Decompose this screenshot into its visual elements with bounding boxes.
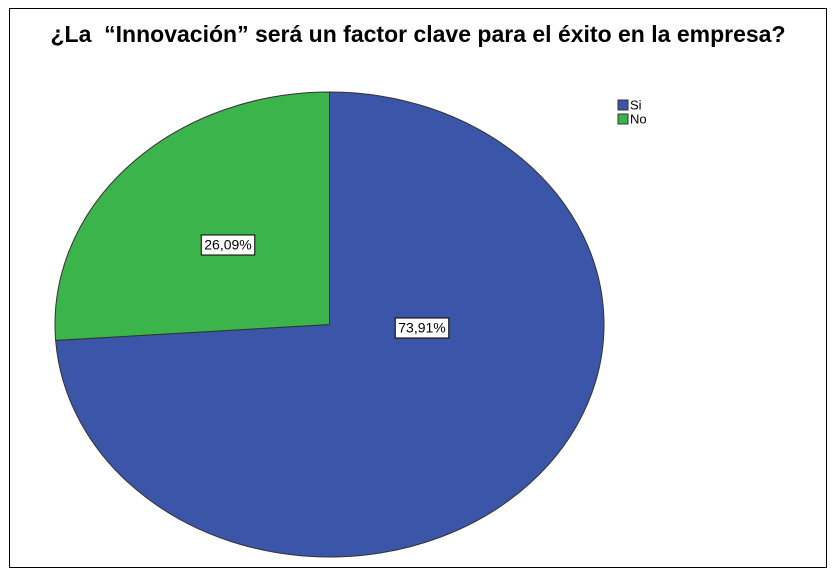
- chart-title: ¿La “Innovación” será un factor clave pa…: [50, 21, 786, 47]
- value-label-box: [394, 317, 450, 339]
- pie-slice: [54, 91, 330, 341]
- legend-label: No: [630, 111, 647, 126]
- value-label: 26,09%: [204, 237, 251, 253]
- legend-swatch: [617, 99, 629, 111]
- legend-swatch: [617, 113, 629, 125]
- value-label-box: [200, 234, 256, 256]
- value-label: 73,91%: [398, 320, 445, 336]
- legend-label: Si: [630, 97, 642, 112]
